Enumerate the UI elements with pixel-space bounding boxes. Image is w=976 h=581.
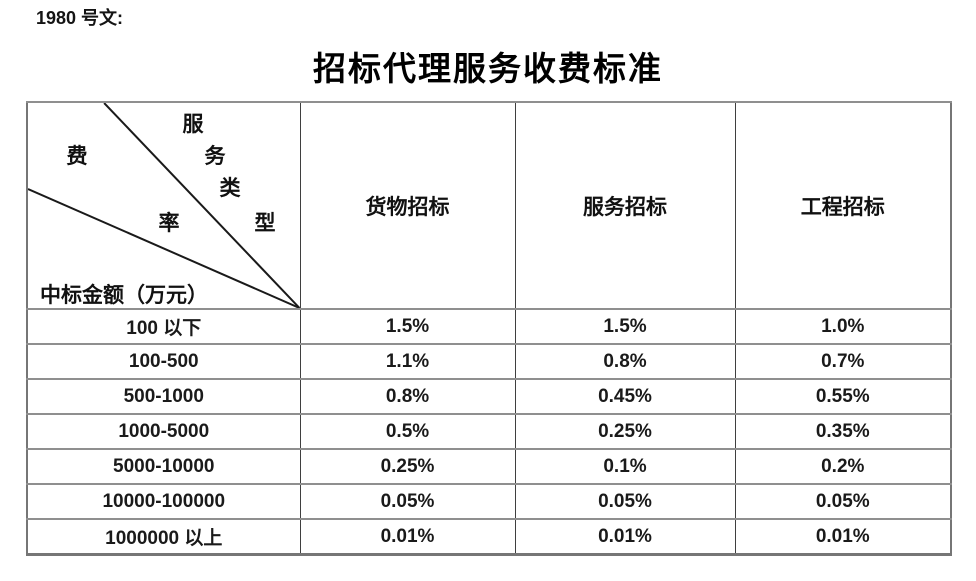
fee-standard-table: 服 务 类 型 费 率 中标金额（万元） 货物招标 服务招标 工程招标 100 … [26,101,952,556]
amount-range-cell: 100-500 [26,343,301,380]
rate-cell: 0.8% [299,378,516,415]
rate-cell: 0.01% [299,518,516,556]
header-row: 服 务 类 型 费 率 中标金额（万元） 货物招标 服务招标 工程招标 [26,101,952,310]
corner-header-cell: 服 务 类 型 费 率 中标金额（万元） [26,101,301,310]
amount-range-cell: 1000-5000 [26,413,301,450]
table-row: 100-500 1.1% 0.8% 0.7% [26,343,952,380]
rate-cell: 1.5% [299,308,516,345]
rate-cell: 0.05% [299,483,516,520]
table-row: 100 以下 1.5% 1.5% 1.0% [26,308,952,345]
rate-cell: 0.7% [734,343,952,380]
amount-range-cell: 100 以下 [26,308,301,345]
rate-cell: 0.25% [299,448,516,485]
rate-cell: 0.1% [514,448,736,485]
diagonal-divider-lines [28,103,300,308]
column-header-goods: 货物招标 [299,101,516,310]
rate-cell: 1.1% [299,343,516,380]
rate-cell: 1.5% [514,308,736,345]
rate-cell: 1.0% [734,308,952,345]
rate-cell: 0.05% [734,483,952,520]
rate-cell: 0.5% [299,413,516,450]
amount-axis-label: 中标金额（万元） [40,283,208,307]
table-row: 1000000 以上 0.01% 0.01% 0.01% [26,518,952,556]
table-row: 500-1000 0.8% 0.45% 0.55% [26,378,952,415]
corner-header-content: 服 务 类 型 费 率 中标金额（万元） [28,103,300,308]
rate-cell: 0.2% [734,448,952,485]
column-header-engineering: 工程招标 [734,101,952,310]
service-type-char-4: 型 [254,211,276,235]
amount-range-cell: 500-1000 [26,378,301,415]
rate-cell: 0.01% [514,518,736,556]
fee-table-container: 服 务 类 型 费 率 中标金额（万元） 货物招标 服务招标 工程招标 100 … [26,101,952,556]
service-type-char-2: 务 [204,144,226,168]
table-row: 5000-10000 0.25% 0.1% 0.2% [26,448,952,485]
page-title: 招标代理服务收费标准 [313,52,663,88]
amount-range-cell: 1000000 以上 [26,518,301,556]
rate-cell: 0.01% [734,518,952,556]
column-header-service: 服务招标 [514,101,736,310]
rate-cell: 0.35% [734,413,952,450]
table-row: 10000-100000 0.05% 0.05% 0.05% [26,483,952,520]
rate-cell: 0.25% [514,413,736,450]
service-type-char-3: 类 [219,176,241,200]
rate-cell: 0.45% [514,378,736,415]
service-type-char-1: 服 [182,112,204,136]
fee-rate-char-2: 率 [158,211,180,235]
amount-range-cell: 10000-100000 [26,483,301,520]
rate-cell: 0.05% [514,483,736,520]
rate-cell: 0.55% [734,378,952,415]
fee-rate-char-1: 费 [66,144,88,168]
rate-cell: 0.8% [514,343,736,380]
doc-number-label: 1980 号文: [36,8,124,28]
amount-range-cell: 5000-10000 [26,448,301,485]
table-row: 1000-5000 0.5% 0.25% 0.35% [26,413,952,450]
